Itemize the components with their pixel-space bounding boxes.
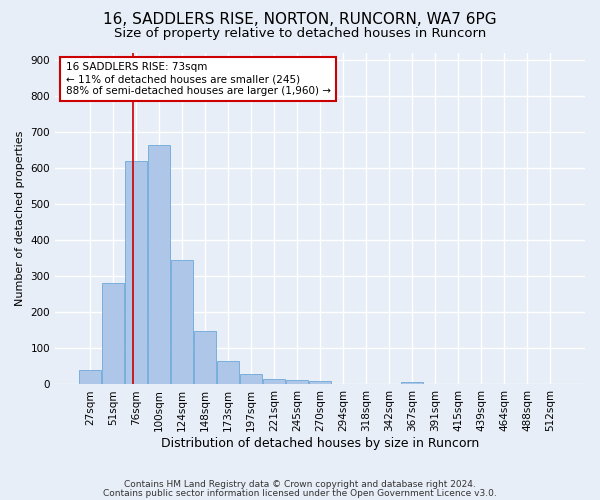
- Text: 16, SADDLERS RISE, NORTON, RUNCORN, WA7 6PG: 16, SADDLERS RISE, NORTON, RUNCORN, WA7 …: [103, 12, 497, 28]
- Bar: [148, 144, 170, 384]
- X-axis label: Distribution of detached houses by size in Runcorn: Distribution of detached houses by size …: [161, 437, 479, 450]
- Text: Contains HM Land Registry data © Crown copyright and database right 2024.: Contains HM Land Registry data © Crown c…: [124, 480, 476, 489]
- Bar: [79, 370, 101, 384]
- Bar: [286, 380, 308, 384]
- Bar: [171, 260, 193, 384]
- Bar: [401, 382, 423, 384]
- Bar: [102, 284, 124, 384]
- Bar: [125, 160, 147, 384]
- Text: Size of property relative to detached houses in Runcorn: Size of property relative to detached ho…: [114, 28, 486, 40]
- Bar: [263, 379, 285, 384]
- Bar: [194, 331, 216, 384]
- Bar: [309, 381, 331, 384]
- Text: 16 SADDLERS RISE: 73sqm
← 11% of detached houses are smaller (245)
88% of semi-d: 16 SADDLERS RISE: 73sqm ← 11% of detache…: [65, 62, 331, 96]
- Y-axis label: Number of detached properties: Number of detached properties: [15, 131, 25, 306]
- Bar: [217, 361, 239, 384]
- Text: Contains public sector information licensed under the Open Government Licence v3: Contains public sector information licen…: [103, 488, 497, 498]
- Bar: [240, 374, 262, 384]
